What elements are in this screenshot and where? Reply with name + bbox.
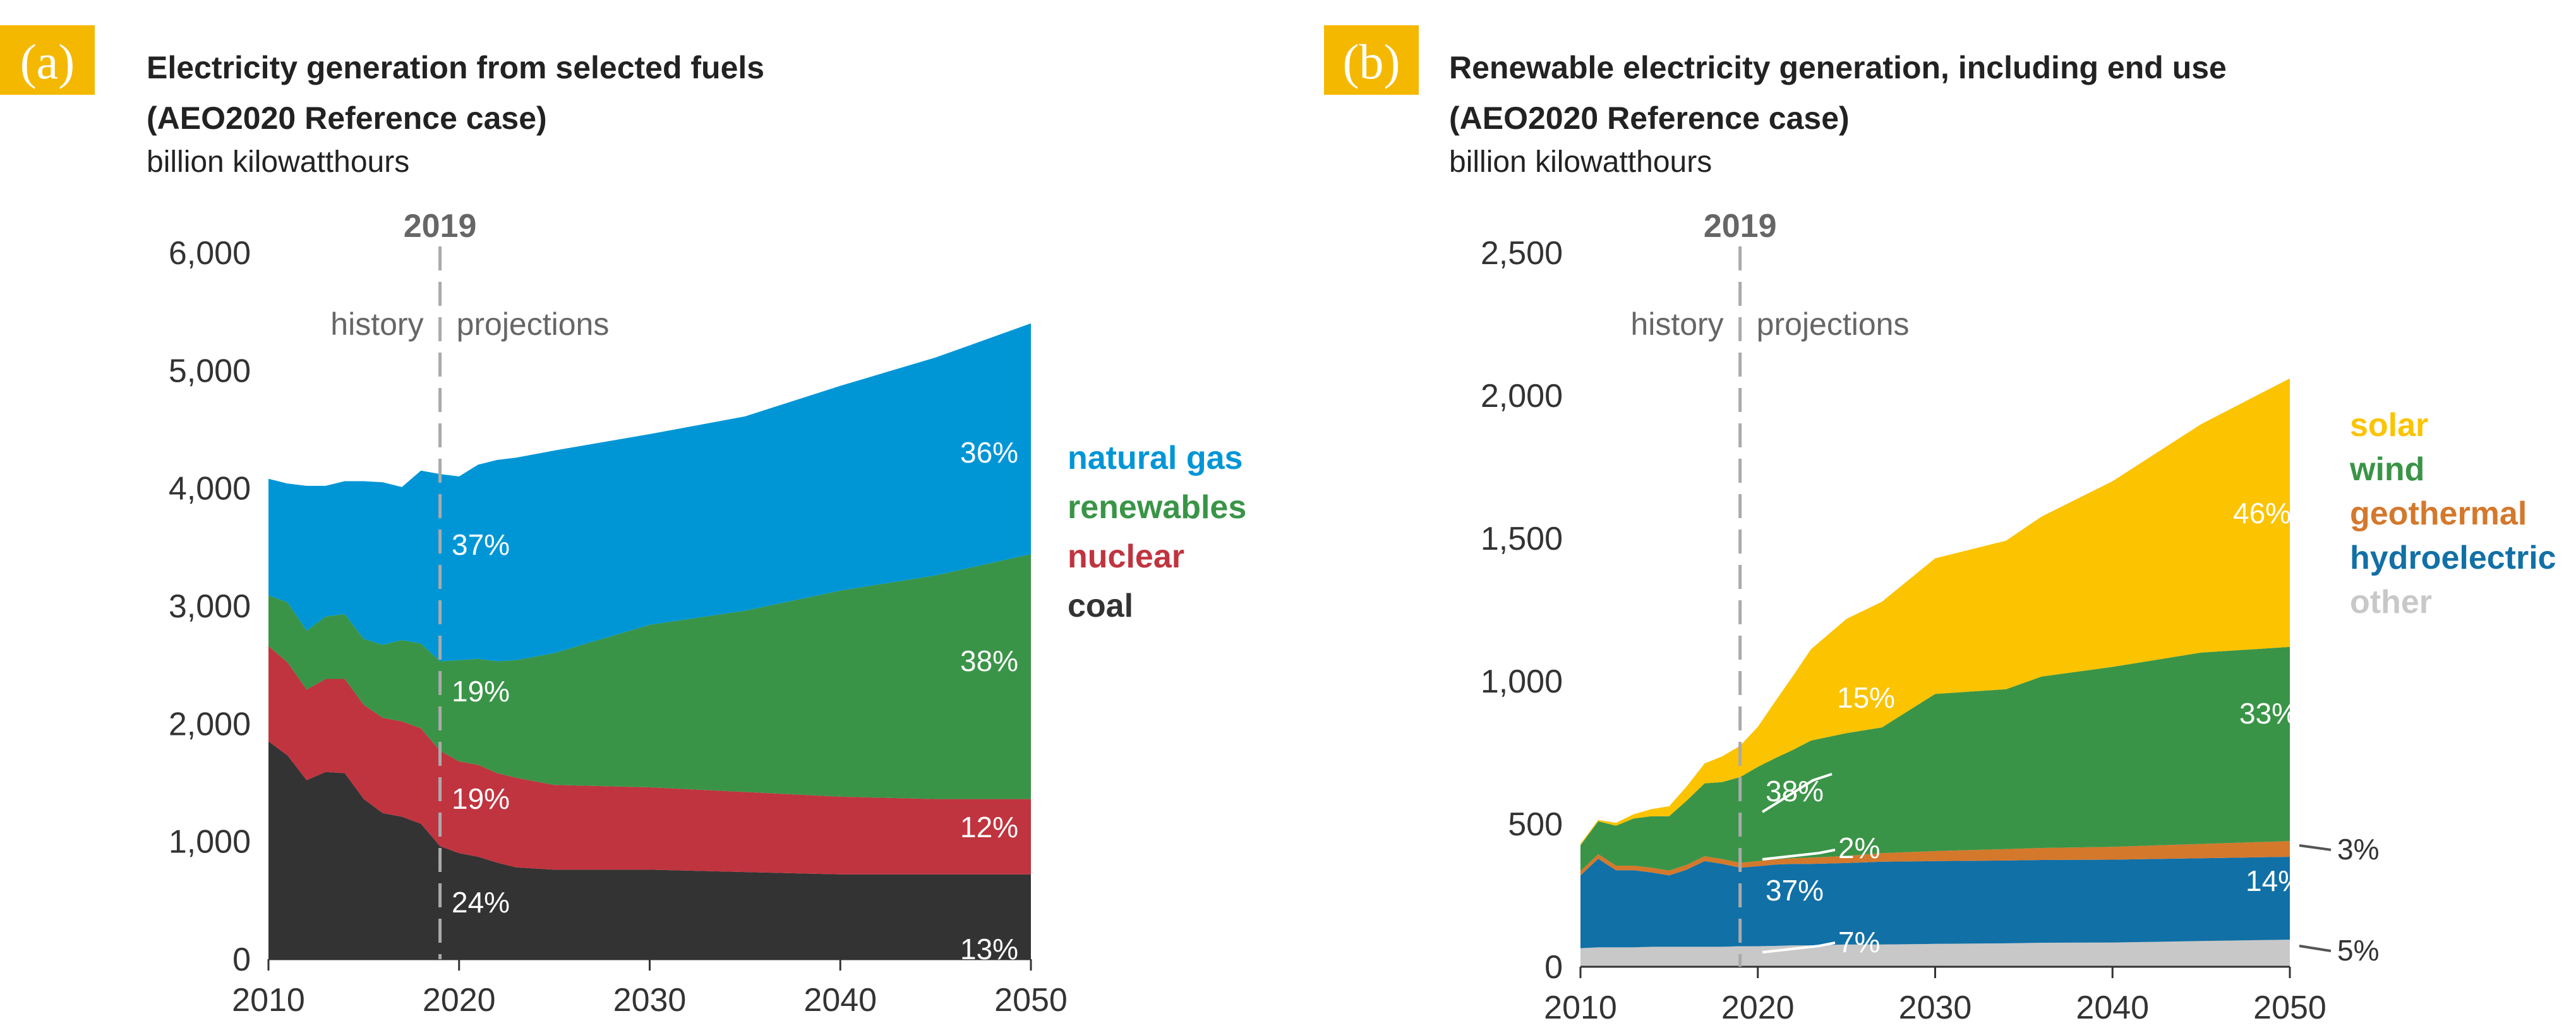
legend-b-hydroelectric: hydroelectric [2350,540,2556,576]
chart-b-projections-label: projections [1757,306,1910,342]
y-tick-label: 6,000 [169,235,251,272]
y-tick-label: 1,000 [1481,663,1563,700]
annot-other-2019: 7% [1838,926,1880,959]
chart-b-title: Renewable electricity generation, includ… [1449,50,2227,85]
chart-b-divider-year: 2019 [1704,208,1777,245]
leader-geo-2050 [2299,844,2332,851]
annot-geo-2050: 3% [2337,833,2379,866]
legend-b-solar: solar [2350,407,2428,444]
y-tick-label: 4,000 [169,471,251,507]
area-nuclear [268,646,1031,875]
chart-b-unit: billion kilowatthours [1449,145,1712,179]
legend-a-renewables: renewables [1068,489,1246,526]
panel-b-tag [1324,25,1419,95]
y-tick-label: 3,000 [169,588,251,625]
annot-hydro-2019: 37% [1766,874,1824,907]
legend-a-coal: coal [1068,588,1133,624]
annot-wind-2050: 33% [2239,697,2297,730]
chart-a-legend: natural gas renewables nuclear coal [1068,440,1246,624]
annot-ren-2019: 19% [452,675,510,708]
chart-b-y-ticks: 0 500 1,000 1,500 2,000 2,500 [1481,235,1563,986]
y-tick-label: 2,500 [1481,235,1563,272]
x-tick-label: 2030 [613,982,687,1019]
chart-b-x-ticks: 2010 2020 2030 2040 2050 [1544,967,2326,1026]
area-renewables [268,554,1031,799]
panel-b-label: (b) [1343,34,1400,89]
chart-a-areas [268,323,1031,959]
leader-geo-2019 [1762,849,1836,861]
annot-gas-2050: 36% [960,436,1018,469]
area-hydroelectric [1580,857,2290,948]
chart-a-title: Electricity generation from selected fue… [147,50,764,85]
annot-hydro-2050: 14% [2246,864,2304,897]
x-tick-label: 2030 [1899,990,1972,1026]
annot-other-2050: 5% [2337,934,2379,967]
y-tick-label: 1,000 [169,824,251,861]
chart-a-divider-year: 2019 [404,208,477,245]
chart-a-history-label: history [330,306,423,342]
area-solar [1580,378,2290,845]
annot-nuc-2019: 19% [452,782,510,815]
x-tick-label: 2020 [423,982,496,1019]
chart-b-history-label: history [1630,306,1723,342]
x-tick-label: 2040 [2076,990,2149,1026]
chart-b-areas [1580,378,2290,967]
area-geothermal [1580,841,2290,876]
annot-gas-2019: 37% [452,528,510,561]
chart-b-annotations: 15% 46% 38% 33% 2% 3% 37% 14% 7% 5% [1766,497,2379,967]
panel-b: (b) Renewable electricity generation, in… [1324,25,2556,1026]
annot-nuc-2050: 12% [960,811,1018,844]
y-tick-label: 500 [1508,806,1563,843]
annot-solar-2050: 46% [2233,497,2291,530]
annot-solar-2019: 15% [1837,681,1895,714]
annot-wind-2019: 38% [1766,775,1824,808]
chart-a-unit: billion kilowatthours [147,145,409,179]
panel-a-label: (a) [20,34,75,89]
chart-b-leader-lines [1761,773,2332,953]
chart-a-y-ticks: 0 1,000 2,000 3,000 4,000 5,000 6,000 [169,235,251,978]
area-wind [1580,646,2290,871]
x-tick-label: 2010 [1544,990,1617,1026]
chart-b-subtitle: (AEO2020 Reference case) [1449,100,1850,136]
x-tick-label: 2010 [232,982,305,1019]
legend-a-nuclear: nuclear [1068,538,1184,575]
area-natural-gas [268,323,1031,662]
legend-b-geothermal: geothermal [2350,495,2527,532]
y-tick-label: 5,000 [169,353,251,389]
x-tick-label: 2050 [2253,990,2326,1026]
leader-other-2050 [2299,945,2332,952]
y-tick-label: 2,000 [169,706,251,742]
area-other [1580,940,2290,967]
legend-a-natural-gas: natural gas [1068,440,1243,476]
x-tick-label: 2050 [994,982,1068,1019]
panel-a: (a) Electricity generation from selected… [0,25,1246,1019]
annot-coal-2050: 13% [960,933,1018,965]
annot-geo-2019: 2% [1838,832,1880,864]
y-tick-label: 2,000 [1481,378,1563,415]
chart-a-x-ticks: 2010 2020 2030 2040 2050 [232,959,1068,1019]
legend-b-wind: wind [2349,451,2424,488]
annot-coal-2019: 24% [452,886,510,919]
chart-a-annotations: 37% 36% 19% 38% 19% 12% 24% 13% [452,436,1018,965]
y-tick-label: 1,500 [1481,521,1563,557]
legend-b-other: other [2350,584,2432,620]
chart-b-legend: solar wind geothermal hydroelectric othe… [2349,407,2556,620]
y-tick-label: 0 [1544,949,1563,986]
x-tick-label: 2040 [803,982,877,1019]
chart-a-subtitle: (AEO2020 Reference case) [147,100,547,136]
area-coal [268,741,1031,959]
leader-solar-2019 [1761,773,1833,813]
panel-a-tag [0,25,95,95]
chart-a-projections-label: projections [457,306,610,342]
leader-other-2019 [1762,941,1836,953]
x-tick-label: 2020 [1721,990,1795,1026]
annot-ren-2050: 38% [960,645,1018,677]
y-tick-label: 0 [232,941,251,978]
